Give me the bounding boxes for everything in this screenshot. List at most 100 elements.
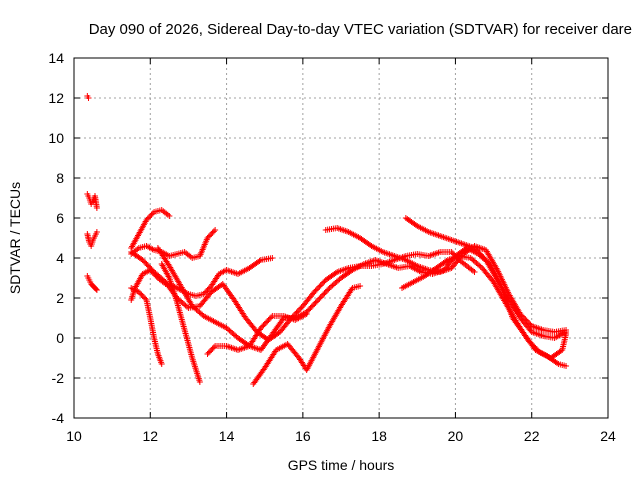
data-point <box>210 228 217 235</box>
data-point <box>311 289 318 295</box>
data-point <box>212 227 219 233</box>
data-point <box>477 251 484 258</box>
data-point <box>268 314 275 321</box>
data-point <box>257 325 264 331</box>
data-point <box>149 210 156 217</box>
chart-title: Day 090 of 2026, Sidereal Day-to-day VTE… <box>89 21 632 38</box>
data-point <box>144 215 151 222</box>
data-point <box>266 315 273 322</box>
x-tick-label: 12 <box>142 428 158 444</box>
data-point <box>471 269 478 275</box>
x-tick-label: 14 <box>219 428 235 444</box>
y-tick-label: 4 <box>56 250 64 266</box>
data-point <box>304 307 311 314</box>
data-point <box>210 344 217 351</box>
data-point <box>531 343 538 350</box>
data-point <box>261 321 268 327</box>
data-point <box>316 283 323 290</box>
data-point <box>148 266 155 273</box>
data-point <box>312 299 319 306</box>
data-point <box>310 302 317 309</box>
x-axis: 10 12 14 16 18 20 22 24 <box>66 58 616 444</box>
data-point <box>533 346 540 353</box>
y-tick-label: 0 <box>56 330 64 346</box>
data-point <box>204 235 211 241</box>
data-point <box>476 250 483 257</box>
data-point <box>259 323 266 330</box>
data-point <box>322 289 329 295</box>
data-point <box>209 345 216 352</box>
data-point <box>147 265 154 271</box>
data-point <box>196 379 203 385</box>
data-point <box>85 95 92 101</box>
data-point <box>149 267 156 274</box>
data-point <box>475 249 482 255</box>
data-point <box>205 233 212 240</box>
y-axis: -4 -2 0 2 4 6 8 10 12 14 <box>48 50 608 426</box>
y-tick-label: 10 <box>48 130 64 146</box>
data-point <box>367 242 374 248</box>
data-point <box>93 205 100 211</box>
data-points <box>84 93 570 387</box>
data-point <box>313 298 320 305</box>
data-point <box>477 263 484 270</box>
data-point <box>307 305 314 311</box>
data-point <box>315 285 322 291</box>
data-point <box>524 337 531 343</box>
data-point <box>207 348 214 355</box>
data-point <box>563 331 570 337</box>
data-point <box>142 295 149 302</box>
plot-frame <box>73 57 609 419</box>
data-point <box>204 287 211 293</box>
x-tick-label: 20 <box>448 428 464 444</box>
data-point <box>140 258 147 265</box>
data-point <box>526 338 533 345</box>
x-tick-label: 18 <box>371 428 387 444</box>
y-tick-label: 2 <box>56 290 64 306</box>
data-point <box>318 293 325 299</box>
data-point <box>93 287 100 293</box>
data-point <box>137 290 144 297</box>
data-point <box>553 360 560 366</box>
data-point <box>479 253 486 259</box>
data-point <box>146 263 153 270</box>
data-point <box>443 258 450 264</box>
data-point <box>92 286 99 292</box>
data-point <box>315 297 322 303</box>
data-point <box>260 322 267 329</box>
y-tick-label: 8 <box>56 170 64 186</box>
data-point <box>324 287 331 294</box>
data-point <box>183 303 190 310</box>
y-tick-label: -4 <box>52 410 65 426</box>
data-point <box>203 288 210 295</box>
data-point <box>200 291 207 297</box>
y-axis-label: SDTVAR / TECUs <box>7 182 23 294</box>
data-point <box>528 341 535 347</box>
data-point <box>325 286 332 293</box>
data-point <box>472 246 479 253</box>
data-point <box>527 339 534 346</box>
data-point <box>532 345 539 351</box>
data-point <box>316 295 323 302</box>
data-point <box>138 291 145 298</box>
data-point <box>332 270 339 276</box>
data-point <box>139 293 146 299</box>
data-point <box>480 254 487 261</box>
data-point <box>139 257 146 263</box>
data-point <box>205 349 212 356</box>
data-point <box>312 287 319 294</box>
data-point <box>471 245 478 251</box>
data-point <box>147 213 154 219</box>
data-point <box>205 285 212 292</box>
grid <box>74 58 608 418</box>
data-point <box>317 294 324 301</box>
data-point <box>201 289 208 296</box>
data-point <box>208 347 215 353</box>
data-point <box>320 279 327 286</box>
data-point <box>412 222 419 228</box>
data-point <box>140 294 147 301</box>
y-tick-label: 14 <box>48 50 64 66</box>
data-point <box>321 290 328 297</box>
data-point <box>311 301 318 307</box>
